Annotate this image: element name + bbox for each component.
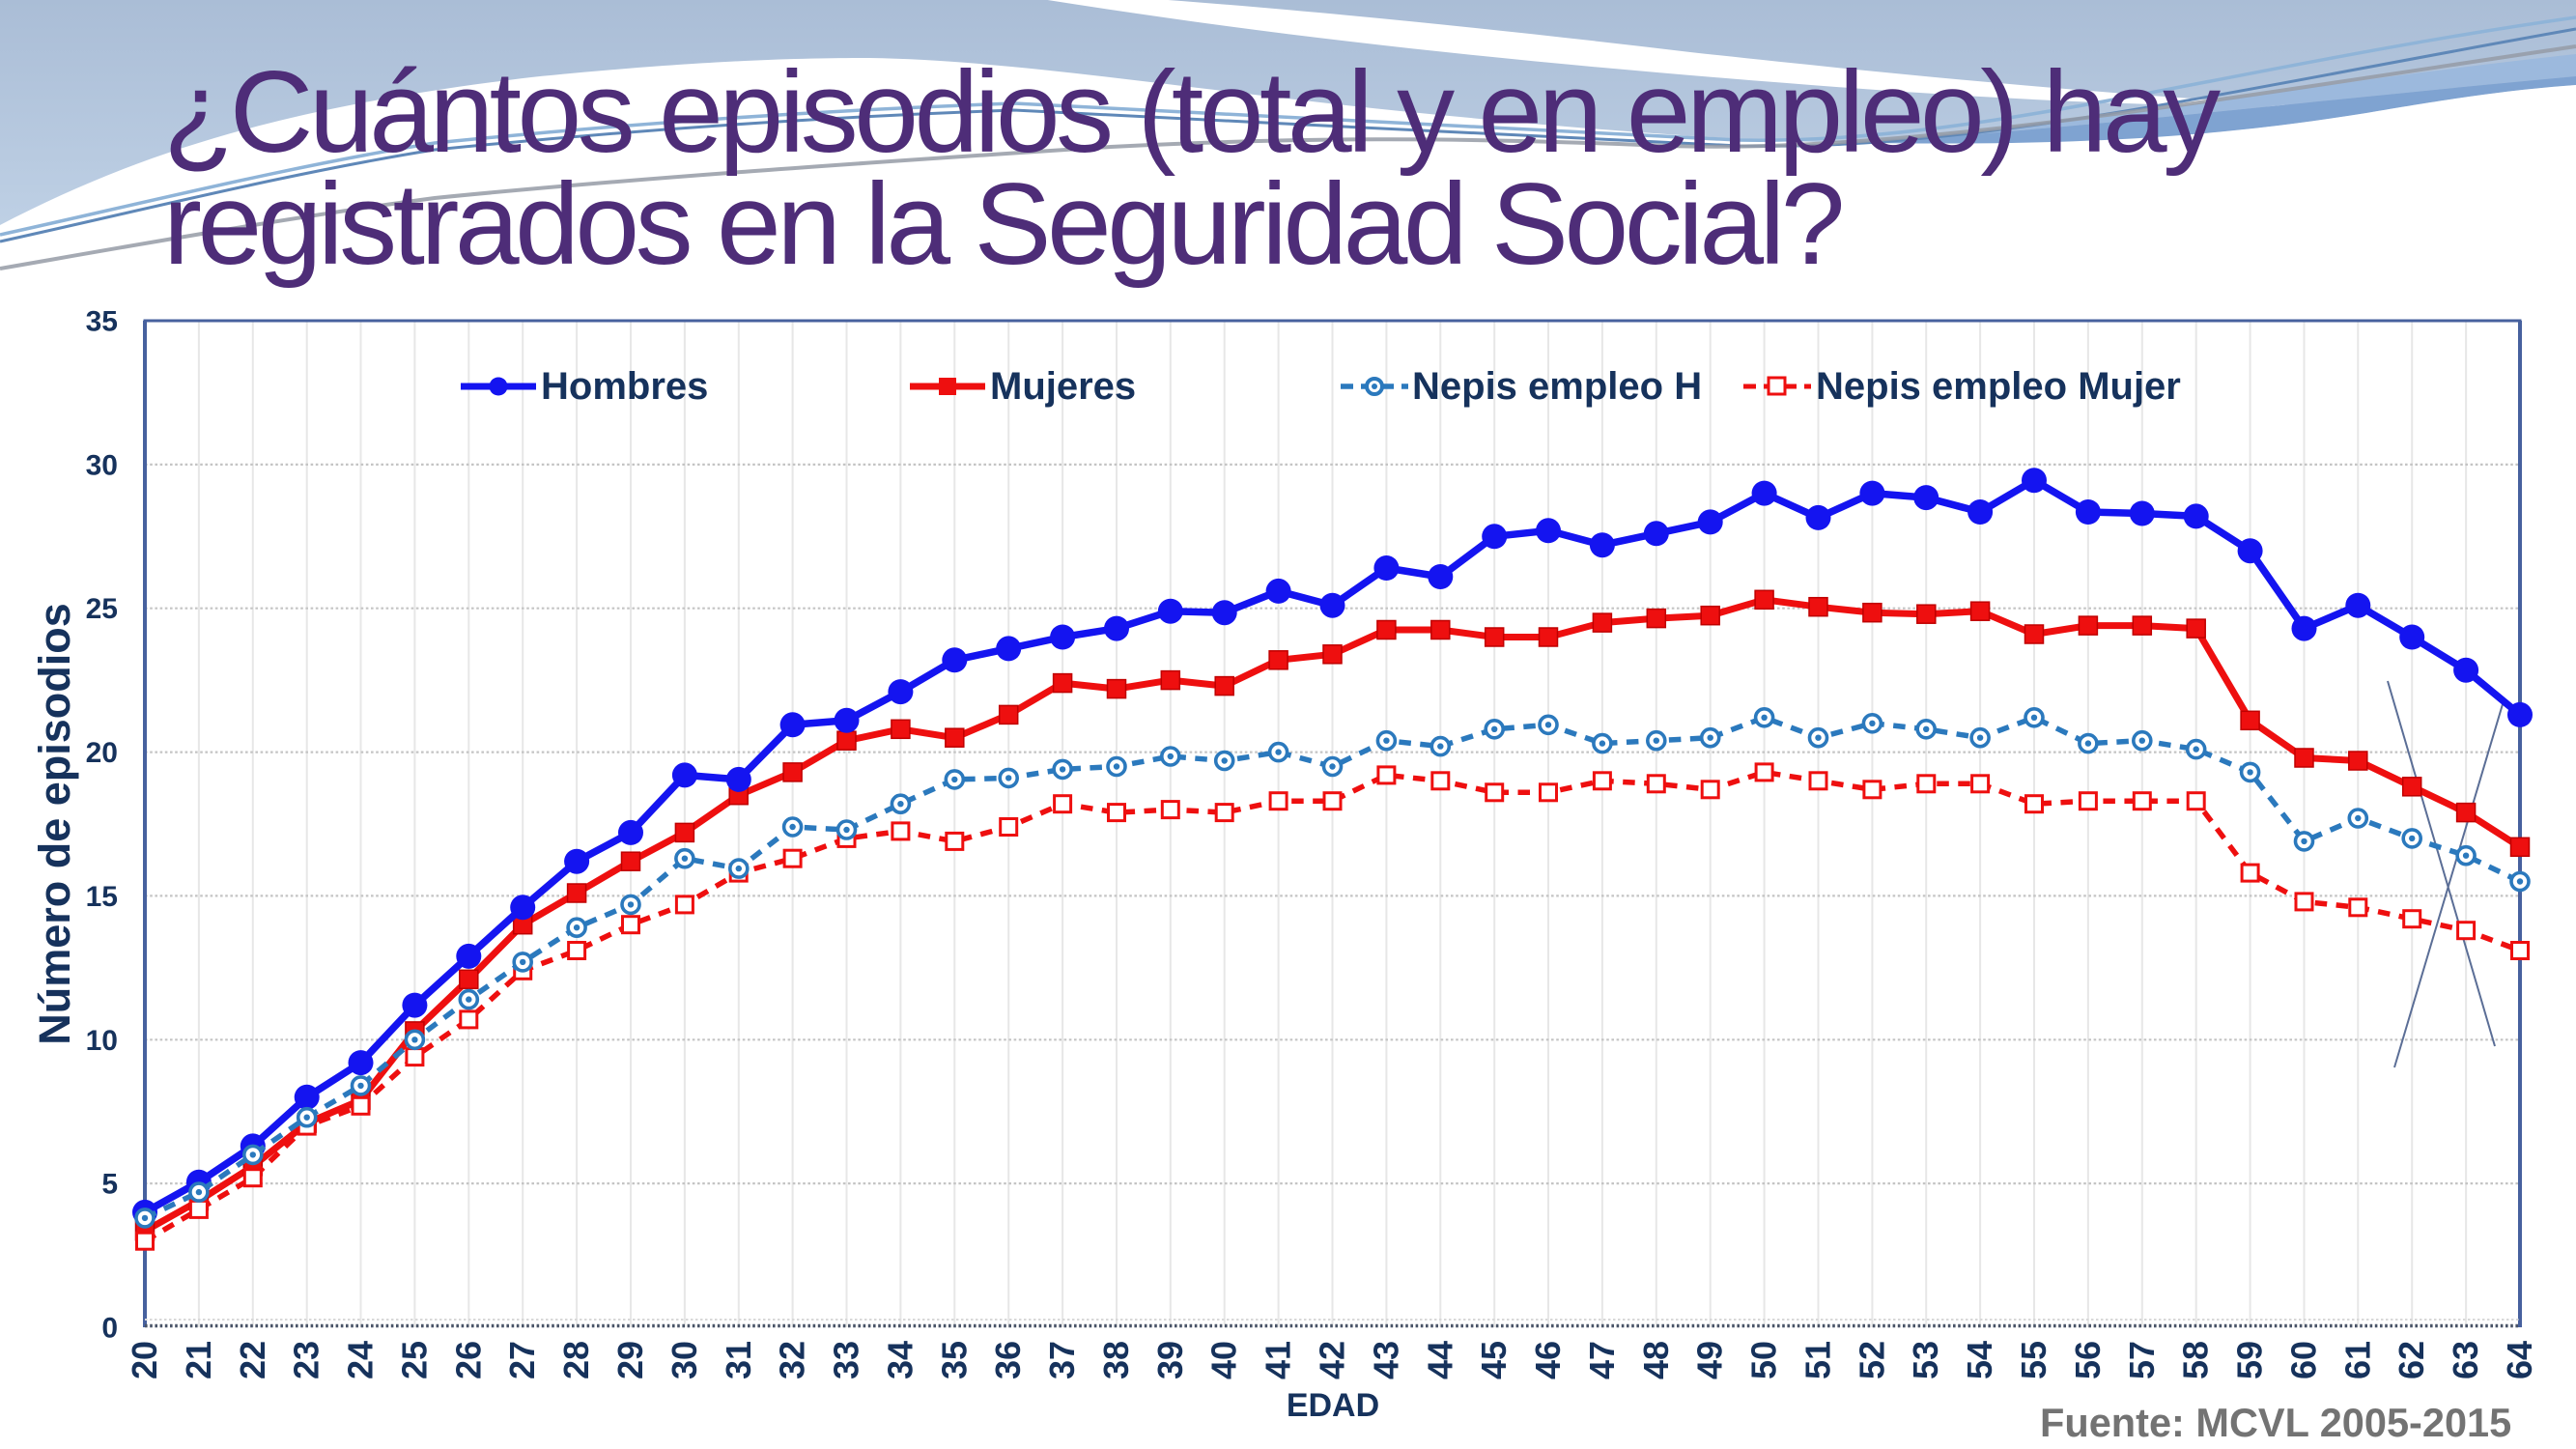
svg-text:Número de episodios: Número de episodios xyxy=(30,603,79,1045)
svg-text:63: 63 xyxy=(2446,1341,2485,1379)
svg-text:55: 55 xyxy=(2014,1341,2053,1379)
svg-text:52: 52 xyxy=(1852,1341,1891,1379)
svg-text:49: 49 xyxy=(1690,1341,1730,1379)
svg-text:54: 54 xyxy=(1960,1341,1999,1379)
svg-text:42: 42 xyxy=(1313,1341,1352,1379)
svg-text:15: 15 xyxy=(86,881,118,913)
svg-text:53: 53 xyxy=(1906,1341,1945,1379)
svg-text:47: 47 xyxy=(1582,1341,1622,1379)
svg-text:38: 38 xyxy=(1096,1341,1136,1379)
svg-text:25: 25 xyxy=(86,593,118,625)
svg-text:45: 45 xyxy=(1474,1341,1514,1379)
svg-text:27: 27 xyxy=(502,1341,542,1379)
svg-text:39: 39 xyxy=(1150,1341,1190,1379)
svg-text:59: 59 xyxy=(2230,1341,2270,1379)
svg-text:Fuente: MCVL 2005-2015: Fuente: MCVL 2005-2015 xyxy=(2040,1400,2511,1445)
svg-text:57: 57 xyxy=(2122,1341,2162,1379)
svg-text:0: 0 xyxy=(101,1313,118,1345)
svg-text:56: 56 xyxy=(2068,1341,2108,1379)
svg-text:60: 60 xyxy=(2284,1341,2324,1379)
svg-text:22: 22 xyxy=(233,1341,272,1379)
svg-text:33: 33 xyxy=(827,1341,866,1379)
svg-text:30: 30 xyxy=(665,1341,704,1379)
svg-text:31: 31 xyxy=(719,1341,758,1379)
svg-text:Mujeres: Mujeres xyxy=(990,365,1136,408)
svg-text:48: 48 xyxy=(1636,1341,1676,1379)
svg-text:30: 30 xyxy=(86,449,118,481)
svg-text:¿Cuántos episodios (total y en: ¿Cuántos episodios (total y en empleo) h… xyxy=(163,47,2221,177)
svg-text:61: 61 xyxy=(2337,1341,2377,1379)
svg-text:28: 28 xyxy=(556,1341,596,1379)
svg-text:43: 43 xyxy=(1366,1341,1405,1379)
svg-text:Nepis empleo Mujer: Nepis empleo Mujer xyxy=(1816,365,2181,408)
svg-text:20: 20 xyxy=(86,737,118,769)
svg-text:50: 50 xyxy=(1744,1341,1784,1379)
svg-text:64: 64 xyxy=(2500,1341,2539,1379)
svg-text:36: 36 xyxy=(988,1341,1028,1379)
svg-text:32: 32 xyxy=(773,1341,812,1379)
svg-text:34: 34 xyxy=(880,1341,920,1379)
svg-text:62: 62 xyxy=(2392,1341,2431,1379)
svg-text:24: 24 xyxy=(341,1341,381,1379)
svg-text:Nepis empleo H: Nepis empleo H xyxy=(1412,365,1702,408)
svg-text:registrados en la Seguridad So: registrados en la Seguridad Social? xyxy=(163,159,1842,289)
svg-text:26: 26 xyxy=(448,1341,488,1379)
svg-text:29: 29 xyxy=(610,1341,650,1379)
svg-text:35: 35 xyxy=(86,306,118,338)
svg-text:46: 46 xyxy=(1528,1341,1568,1379)
svg-text:58: 58 xyxy=(2176,1341,2216,1379)
svg-text:41: 41 xyxy=(1259,1341,1298,1379)
svg-text:40: 40 xyxy=(1204,1341,1244,1379)
svg-text:51: 51 xyxy=(1798,1341,1838,1379)
svg-text:44: 44 xyxy=(1420,1341,1459,1379)
svg-text:20: 20 xyxy=(125,1341,164,1379)
svg-text:Hombres: Hombres xyxy=(541,365,708,408)
svg-text:37: 37 xyxy=(1042,1341,1082,1379)
svg-text:10: 10 xyxy=(86,1025,118,1057)
svg-text:5: 5 xyxy=(101,1169,118,1201)
svg-text:21: 21 xyxy=(179,1341,218,1379)
svg-text:EDAD: EDAD xyxy=(1287,1387,1379,1424)
svg-text:35: 35 xyxy=(934,1341,974,1379)
svg-text:25: 25 xyxy=(394,1341,434,1379)
svg-text:23: 23 xyxy=(287,1341,326,1379)
